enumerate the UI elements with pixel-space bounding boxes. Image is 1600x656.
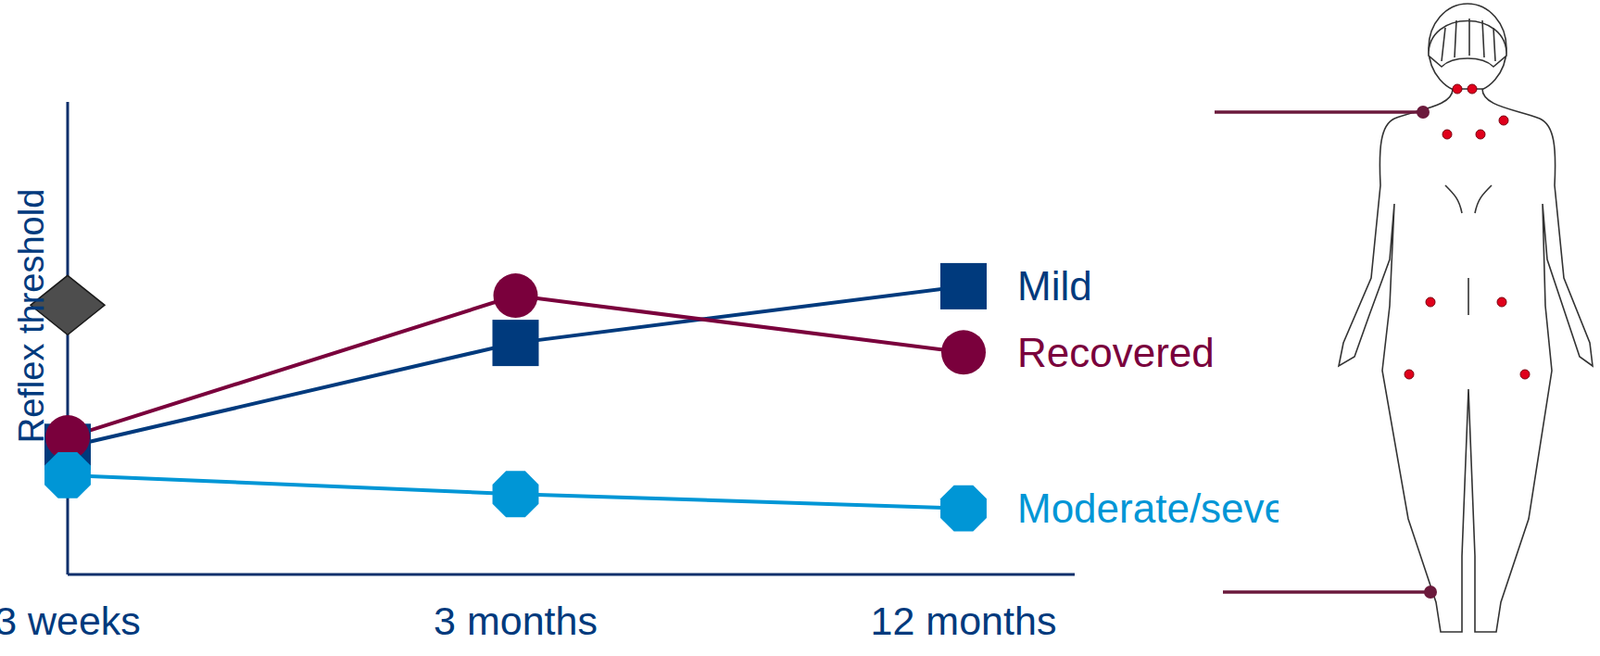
svg-text:Moderate/severe: Moderate/severe — [1017, 485, 1279, 531]
svg-text:Recovered: Recovered — [1017, 329, 1215, 376]
svg-text:12 months: 12 months — [870, 598, 1058, 643]
svg-text:3 weeks: 3 weeks — [0, 598, 141, 643]
svg-text:3 months: 3 months — [433, 598, 598, 643]
svg-text:Reflex threshold: Reflex threshold — [12, 188, 51, 444]
svg-text:Mild: Mild — [1017, 263, 1093, 309]
